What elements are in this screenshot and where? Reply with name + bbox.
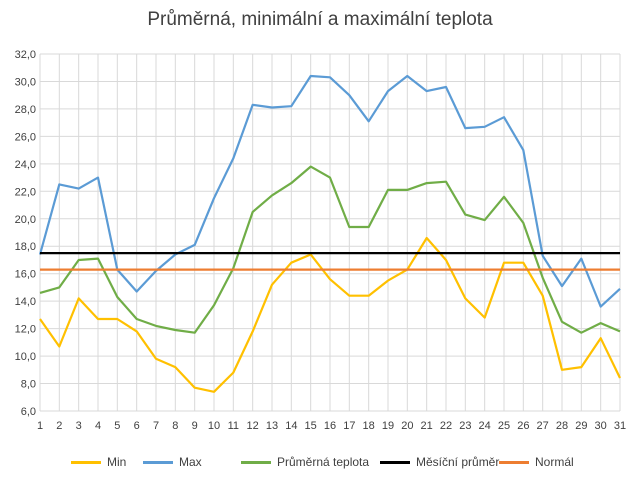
x-tick-label: 27 <box>537 420 549 432</box>
y-tick-label: 30,0 <box>15 76 36 88</box>
x-tick-label: 12 <box>247 420 259 432</box>
x-tick-label: 19 <box>382 420 394 432</box>
x-tick-label: 9 <box>192 420 198 432</box>
legend-label: Normál <box>535 455 574 469</box>
x-tick-label: 4 <box>95 420 101 432</box>
legend-swatch <box>380 460 410 464</box>
y-tick-label: 26,0 <box>15 131 36 143</box>
y-tick-label: 32,0 <box>15 49 36 61</box>
legend-item: Min <box>71 452 126 472</box>
x-tick-label: 28 <box>556 420 568 432</box>
y-tick-label: 16,0 <box>15 269 36 281</box>
legend-label: Max <box>179 455 202 469</box>
x-tick-label: 13 <box>266 420 278 432</box>
x-tick-label: 8 <box>172 420 178 432</box>
y-tick-label: 22,0 <box>15 186 36 198</box>
x-tick-label: 2 <box>56 420 62 432</box>
x-tick-label: 23 <box>459 420 471 432</box>
legend-item: Max <box>143 452 202 472</box>
y-tick-label: 18,0 <box>15 241 36 253</box>
legend-item: Průměrná teplota <box>241 452 369 472</box>
x-tick-label: 6 <box>134 420 140 432</box>
y-tick-label: 28,0 <box>15 104 36 116</box>
x-tick-label: 15 <box>305 420 317 432</box>
y-tick-label: 12,0 <box>15 324 36 336</box>
legend-swatch <box>241 460 271 464</box>
legend-label: Min <box>107 455 127 469</box>
y-tick-label: 6,0 <box>21 406 36 418</box>
x-tick-label: 22 <box>440 420 452 432</box>
x-tick-label: 3 <box>76 420 82 432</box>
x-tick-label: 24 <box>479 420 491 432</box>
series-line <box>39 236 621 393</box>
x-tick-label: 21 <box>421 420 433 432</box>
x-tick-label: 1 <box>37 420 43 432</box>
x-tick-label: 5 <box>114 420 120 432</box>
x-tick-label: 18 <box>363 420 375 432</box>
series-line <box>39 165 621 334</box>
x-tick-label: 25 <box>498 420 510 432</box>
y-tick-label: 10,0 <box>15 351 36 363</box>
x-tick-label: 29 <box>575 420 587 432</box>
legend-label: Průměrná teplota <box>277 455 370 469</box>
x-tick-label: 11 <box>228 420 239 432</box>
legend-item: Normál <box>499 452 574 472</box>
legend-swatch <box>499 460 529 464</box>
x-tick-label: 17 <box>343 420 355 432</box>
y-tick-label: 20,0 <box>15 214 36 226</box>
x-tick-label: 16 <box>324 420 336 432</box>
chart-title: Průměrná, minimální a maximální teplota <box>147 9 493 30</box>
x-tick-label: 10 <box>208 420 220 432</box>
legend-swatch <box>71 460 101 464</box>
x-tick-label: 30 <box>595 420 607 432</box>
x-tick-label: 26 <box>517 420 529 432</box>
y-tick-label: 24,0 <box>15 159 36 171</box>
series-line <box>38 74 621 308</box>
legend-label: Měsíční průměr <box>416 455 500 469</box>
y-tick-label: 8,0 <box>21 379 36 391</box>
y-tick-label: 14,0 <box>15 296 36 308</box>
legend-item: Měsíční průměr <box>380 452 499 472</box>
x-tick-label: 20 <box>401 420 413 432</box>
x-tick-label: 31 <box>614 420 626 432</box>
x-tick-label: 7 <box>153 420 159 432</box>
chart-legend: Min Max Průměrná teplota Měsíční průměr Norm… <box>0 452 640 472</box>
legend-swatch <box>143 460 173 464</box>
x-tick-label: 14 <box>285 420 297 432</box>
